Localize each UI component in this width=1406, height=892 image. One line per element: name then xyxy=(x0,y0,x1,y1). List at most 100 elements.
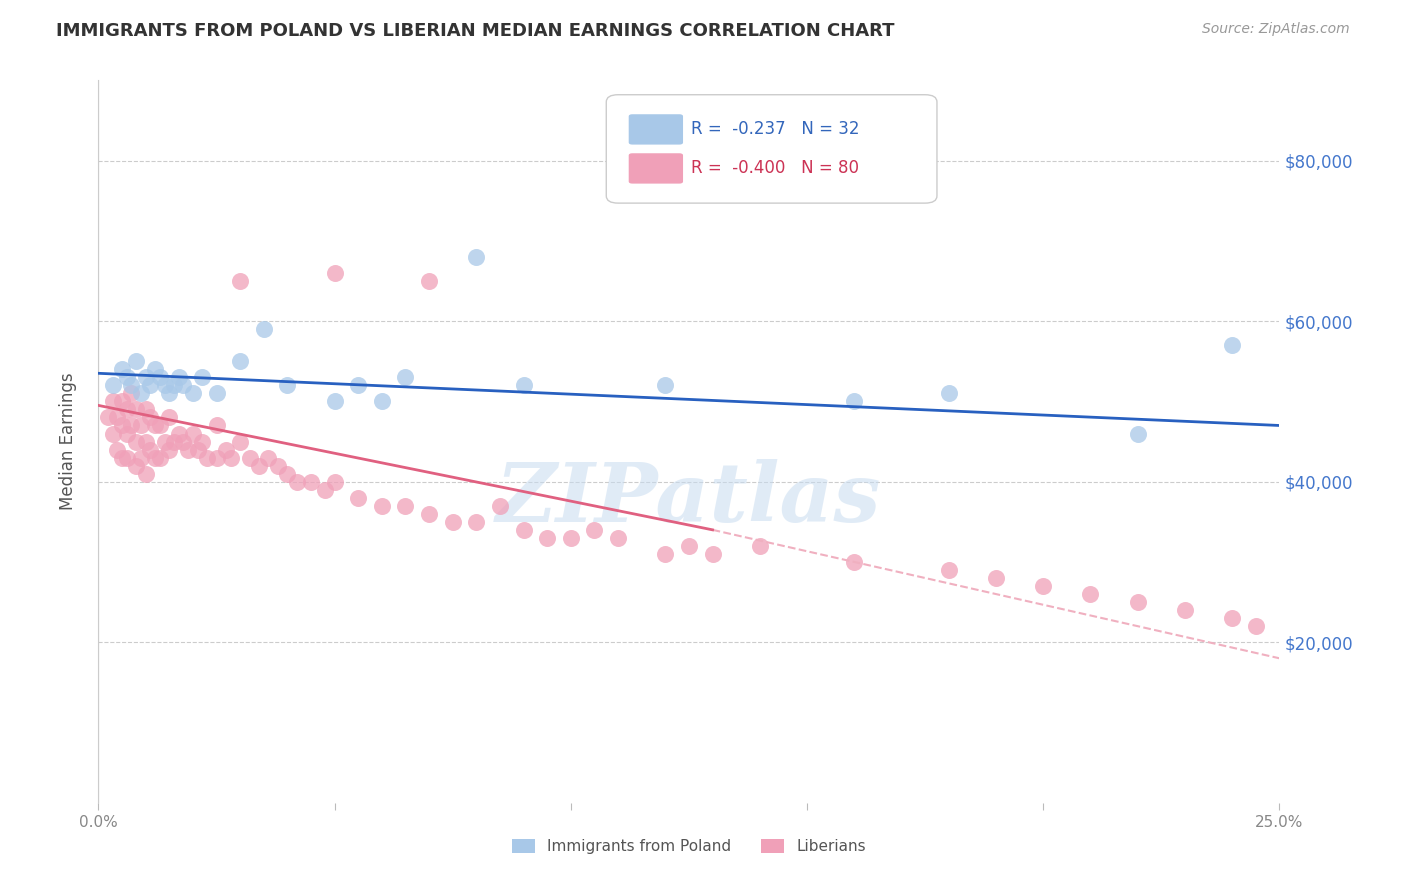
Text: IMMIGRANTS FROM POLAND VS LIBERIAN MEDIAN EARNINGS CORRELATION CHART: IMMIGRANTS FROM POLAND VS LIBERIAN MEDIA… xyxy=(56,22,894,40)
Point xyxy=(143,450,166,465)
Point xyxy=(121,386,143,401)
Point xyxy=(583,523,606,537)
Point xyxy=(1126,595,1149,609)
Point xyxy=(115,426,138,441)
Point xyxy=(1244,619,1267,633)
Point xyxy=(121,378,143,392)
Point xyxy=(323,475,346,489)
Point xyxy=(149,370,172,384)
Point xyxy=(560,531,582,545)
Point xyxy=(167,426,190,441)
Point xyxy=(844,394,866,409)
Point xyxy=(938,563,960,577)
Point xyxy=(1174,603,1197,617)
Text: R =  -0.237   N = 32: R = -0.237 N = 32 xyxy=(692,120,860,138)
Point xyxy=(247,458,270,473)
Point xyxy=(1126,426,1149,441)
Point xyxy=(181,386,204,401)
Point xyxy=(163,378,186,392)
Point xyxy=(105,442,128,457)
Point xyxy=(418,507,440,521)
Point xyxy=(229,274,252,288)
Point xyxy=(181,426,204,441)
Point xyxy=(139,410,162,425)
Point xyxy=(143,418,166,433)
Point xyxy=(125,434,148,449)
Point xyxy=(125,354,148,368)
Point xyxy=(394,370,416,384)
Point xyxy=(654,547,676,561)
Point xyxy=(105,410,128,425)
Text: R =  -0.400   N = 80: R = -0.400 N = 80 xyxy=(692,160,859,178)
Point xyxy=(143,362,166,376)
Point xyxy=(394,499,416,513)
Point xyxy=(314,483,336,497)
Point xyxy=(253,322,276,336)
Point xyxy=(276,467,298,481)
Point xyxy=(111,418,134,433)
Point xyxy=(276,378,298,392)
Point xyxy=(195,450,218,465)
Point xyxy=(125,402,148,417)
Point xyxy=(748,539,770,553)
Point xyxy=(139,378,162,392)
Point xyxy=(347,378,370,392)
Point xyxy=(215,442,238,457)
Point xyxy=(219,450,242,465)
Point xyxy=(191,370,214,384)
Point xyxy=(115,402,138,417)
Point xyxy=(157,442,180,457)
FancyBboxPatch shape xyxy=(628,114,683,145)
Point xyxy=(489,499,512,513)
Point xyxy=(205,418,228,433)
Point xyxy=(323,266,346,280)
Point xyxy=(285,475,308,489)
Point xyxy=(129,418,152,433)
Point xyxy=(191,434,214,449)
Point xyxy=(844,555,866,569)
Point xyxy=(536,531,558,545)
Point xyxy=(229,434,252,449)
Point xyxy=(1220,611,1243,625)
Point xyxy=(111,450,134,465)
Text: Source: ZipAtlas.com: Source: ZipAtlas.com xyxy=(1202,22,1350,37)
Point xyxy=(101,394,124,409)
Point xyxy=(187,442,209,457)
Point xyxy=(115,370,138,384)
Point xyxy=(938,386,960,401)
Point xyxy=(129,386,152,401)
Point xyxy=(465,250,488,264)
Point xyxy=(115,450,138,465)
Point xyxy=(139,442,162,457)
Point xyxy=(121,418,143,433)
Point xyxy=(441,515,464,529)
Point xyxy=(205,450,228,465)
Point xyxy=(229,354,252,368)
Point xyxy=(153,378,176,392)
Point xyxy=(1032,579,1054,593)
Point xyxy=(101,426,124,441)
Point xyxy=(135,370,157,384)
Point xyxy=(465,515,488,529)
Point xyxy=(125,458,148,473)
Point xyxy=(299,475,322,489)
FancyBboxPatch shape xyxy=(628,153,683,184)
Point xyxy=(135,467,157,481)
Point xyxy=(153,434,176,449)
Point xyxy=(1220,338,1243,352)
Text: ZIPatlas: ZIPatlas xyxy=(496,459,882,540)
Point xyxy=(418,274,440,288)
FancyBboxPatch shape xyxy=(606,95,936,203)
Point xyxy=(157,386,180,401)
Legend: Immigrants from Poland, Liberians: Immigrants from Poland, Liberians xyxy=(506,833,872,860)
Point xyxy=(512,523,534,537)
Point xyxy=(239,450,262,465)
Point xyxy=(135,402,157,417)
Point xyxy=(205,386,228,401)
Point xyxy=(323,394,346,409)
Point xyxy=(257,450,280,465)
Point xyxy=(97,410,120,425)
Y-axis label: Median Earnings: Median Earnings xyxy=(59,373,77,510)
Point xyxy=(678,539,700,553)
Point xyxy=(172,434,194,449)
